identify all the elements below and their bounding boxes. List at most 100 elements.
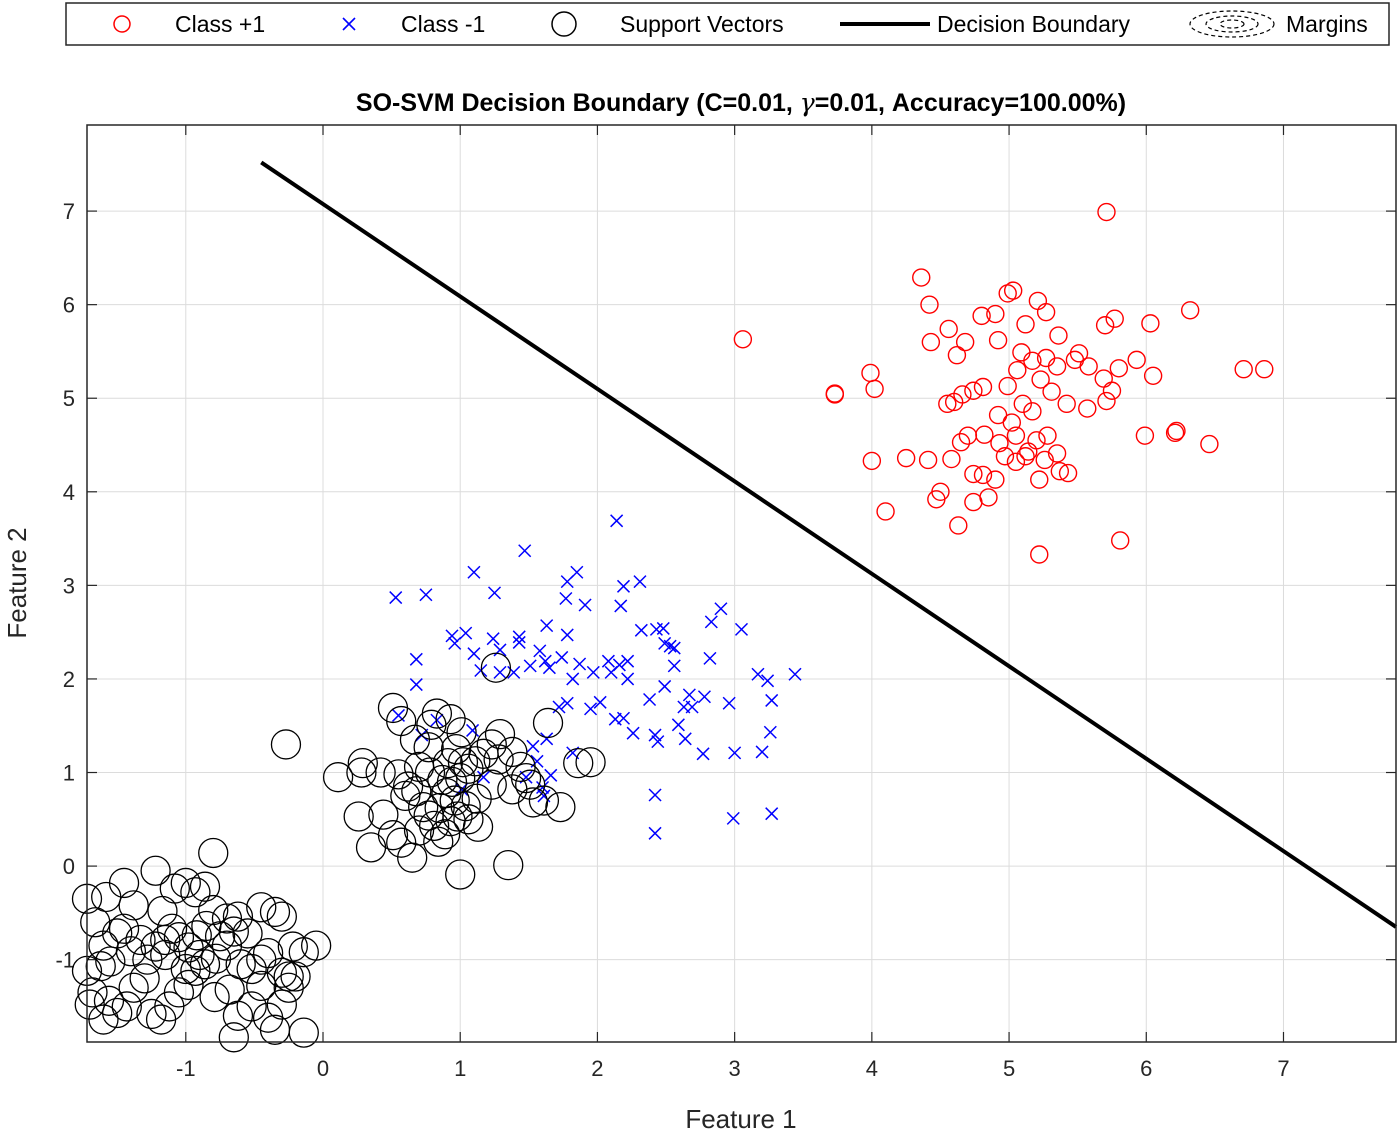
support-vector-point bbox=[173, 969, 204, 1001]
class-neg-point bbox=[726, 811, 740, 825]
support-vector-point bbox=[211, 903, 243, 934]
class-neg-point bbox=[671, 718, 685, 732]
class-pos-point bbox=[1079, 357, 1098, 376]
support-vector-point bbox=[88, 1004, 119, 1035]
support-vector-point bbox=[80, 907, 111, 938]
support-vector-point bbox=[189, 949, 221, 980]
class-pos-point bbox=[1003, 281, 1023, 300]
legend-support-marker bbox=[551, 11, 577, 37]
class-neg-point bbox=[474, 663, 488, 678]
x-tick-label: 3 bbox=[729, 1056, 741, 1081]
support-vector-point bbox=[273, 972, 304, 1003]
class-pos-point bbox=[1049, 326, 1068, 345]
class-pos-point bbox=[1035, 450, 1054, 470]
class-pos-point bbox=[1165, 423, 1185, 443]
support-vector-point bbox=[259, 896, 291, 928]
y-tick-label: 6 bbox=[63, 293, 75, 318]
class-pos-point bbox=[1097, 202, 1116, 222]
support-vector-point bbox=[300, 930, 332, 961]
class-neg-point bbox=[667, 641, 681, 655]
class-neg-point bbox=[419, 588, 433, 602]
y-tick-label: 5 bbox=[63, 386, 75, 411]
class-neg-point bbox=[728, 746, 742, 760]
support-vector-point bbox=[180, 877, 211, 908]
class-neg-point bbox=[648, 728, 662, 742]
support-vector-point bbox=[189, 871, 221, 902]
support-vector-point bbox=[377, 692, 409, 724]
class-pos-point bbox=[964, 492, 983, 512]
class-pos-point bbox=[1050, 462, 1070, 481]
class-neg-point bbox=[685, 700, 699, 714]
class-neg-point bbox=[560, 696, 574, 710]
support-vector-point bbox=[493, 850, 524, 881]
class-pos-point bbox=[1030, 545, 1049, 564]
class-neg-point bbox=[703, 651, 717, 665]
support-vector-point bbox=[423, 826, 454, 857]
support-vector-point bbox=[236, 991, 267, 1022]
class-pos-point bbox=[1008, 360, 1027, 380]
class-pos-point bbox=[1030, 470, 1049, 489]
class-pos-point bbox=[947, 345, 967, 365]
support-vector-point bbox=[288, 1017, 319, 1048]
x-tick-label: 7 bbox=[1277, 1056, 1289, 1081]
series-support-vectors bbox=[71, 652, 606, 1053]
support-vector-point bbox=[222, 901, 254, 932]
legend-class-neg-marker bbox=[342, 17, 356, 31]
support-vector-point bbox=[115, 936, 147, 967]
support-vector-point bbox=[532, 707, 564, 739]
support-vector-point bbox=[439, 785, 470, 816]
class-neg-point bbox=[544, 768, 558, 782]
class-pos-point bbox=[1036, 302, 1056, 322]
support-vector-point bbox=[108, 913, 140, 944]
class-neg-point bbox=[656, 621, 670, 635]
class-neg-point bbox=[643, 692, 657, 707]
support-vector-point bbox=[563, 748, 594, 779]
class-pos-point bbox=[1234, 360, 1253, 379]
decision-boundary-line bbox=[260, 160, 1398, 929]
support-vector-point bbox=[440, 733, 472, 765]
class-neg-point bbox=[678, 732, 692, 746]
grid bbox=[87, 125, 1396, 1042]
class-neg-point bbox=[523, 659, 537, 673]
class-pos-point bbox=[912, 268, 931, 287]
class-neg-point bbox=[467, 565, 481, 579]
legend-class-pos-marker bbox=[113, 15, 131, 33]
legend-class-neg-label: Class -1 bbox=[401, 11, 485, 37]
class-neg-point bbox=[559, 591, 573, 606]
class-neg-point bbox=[512, 630, 526, 644]
class-neg-point bbox=[722, 696, 736, 710]
class-pos-point bbox=[1180, 301, 1200, 320]
class-neg-point bbox=[409, 678, 423, 692]
support-vector-point bbox=[204, 921, 236, 952]
class-pos-point bbox=[939, 319, 958, 339]
support-vector-point bbox=[246, 970, 277, 1002]
class-neg-point bbox=[593, 695, 607, 709]
class-pos-point bbox=[1002, 413, 1022, 432]
class-pos-point bbox=[865, 379, 884, 399]
class-neg-point bbox=[621, 654, 635, 668]
support-vector-point bbox=[118, 972, 149, 1003]
support-vector-point bbox=[414, 757, 446, 788]
class-neg-point bbox=[704, 615, 718, 629]
class-pos-point bbox=[942, 449, 961, 469]
legend-support-label: Support Vectors bbox=[620, 11, 784, 37]
class-pos-point bbox=[1006, 452, 1026, 472]
class-pos-point bbox=[1200, 434, 1219, 454]
class-pos-point bbox=[918, 450, 938, 470]
class-neg-point bbox=[788, 667, 802, 681]
class-neg-point bbox=[621, 672, 635, 686]
support-vector-point bbox=[184, 939, 215, 971]
class-pos-point bbox=[986, 470, 1005, 489]
y-tick-label: 2 bbox=[63, 667, 75, 692]
class-neg-point bbox=[552, 700, 566, 714]
class-neg-point bbox=[493, 643, 507, 657]
support-vector-point bbox=[343, 801, 374, 832]
class-pos-point bbox=[986, 304, 1005, 324]
plot-area bbox=[87, 125, 1396, 1042]
support-vector-point bbox=[280, 961, 311, 992]
class-pos-point bbox=[733, 330, 753, 349]
support-vector-point bbox=[150, 939, 181, 971]
support-vector-point bbox=[462, 811, 494, 842]
class-pos-point bbox=[958, 426, 978, 445]
class-neg-point bbox=[538, 654, 552, 668]
